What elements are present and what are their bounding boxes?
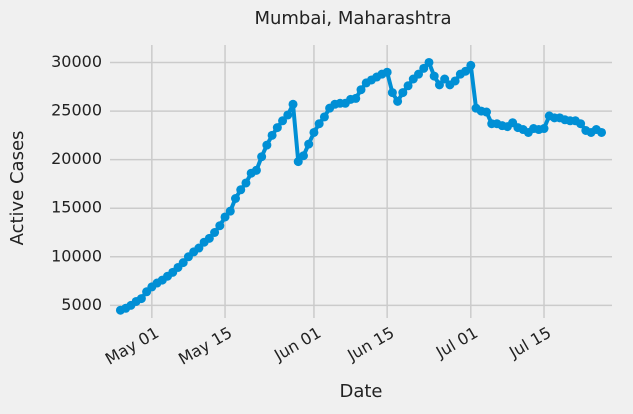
- data-point: [262, 140, 272, 150]
- data-point: [429, 71, 439, 81]
- data-point: [215, 221, 225, 231]
- data-point: [251, 165, 261, 175]
- data-point: [293, 157, 303, 167]
- data-point: [194, 243, 204, 253]
- data-point: [278, 116, 288, 126]
- data-point: [382, 67, 392, 77]
- data-point: [178, 258, 188, 268]
- data-point: [482, 107, 491, 117]
- data-point: [257, 152, 267, 162]
- data-point: [210, 228, 220, 238]
- data-point: [231, 194, 240, 204]
- data-point: [204, 233, 214, 243]
- data-point: [466, 60, 476, 70]
- data-point: [314, 119, 324, 129]
- data-point: [272, 123, 282, 133]
- data-point: [298, 151, 308, 161]
- data-point: [309, 127, 319, 137]
- data-point: [424, 57, 434, 67]
- data-point: [236, 185, 246, 195]
- y-tick-label: 20000: [51, 149, 102, 168]
- data-point: [241, 178, 251, 188]
- data-point: [304, 139, 314, 149]
- data-point: [419, 63, 429, 73]
- data-point: [597, 127, 607, 137]
- data-point: [220, 212, 230, 222]
- y-axis-label: Active Cases: [7, 131, 28, 246]
- data-point: [440, 74, 450, 84]
- data-point: [283, 110, 293, 120]
- data-point: [288, 99, 298, 109]
- y-tick-label: 15000: [51, 198, 102, 217]
- chart-title: Mumbai, Maharashtra: [254, 8, 451, 29]
- y-tick-label: 5000: [61, 295, 102, 314]
- data-point: [136, 294, 146, 304]
- data-point: [319, 112, 329, 122]
- data-point: [356, 85, 366, 95]
- data-point: [450, 76, 460, 86]
- data-point: [398, 88, 408, 98]
- data-point: [461, 66, 471, 76]
- data-point: [403, 81, 413, 91]
- data-point: [225, 206, 235, 216]
- data-point: [539, 124, 549, 134]
- data-point: [393, 96, 403, 106]
- y-tick-label: 25000: [51, 101, 102, 120]
- y-tick-label: 30000: [51, 52, 102, 71]
- data-point: [267, 130, 277, 140]
- data-point: [434, 80, 444, 90]
- data-point: [576, 119, 586, 129]
- data-point: [387, 88, 397, 98]
- x-axis-label: Date: [339, 381, 382, 402]
- data-point: [414, 69, 424, 79]
- y-tick-label: 10000: [51, 246, 102, 265]
- data-point: [351, 93, 361, 103]
